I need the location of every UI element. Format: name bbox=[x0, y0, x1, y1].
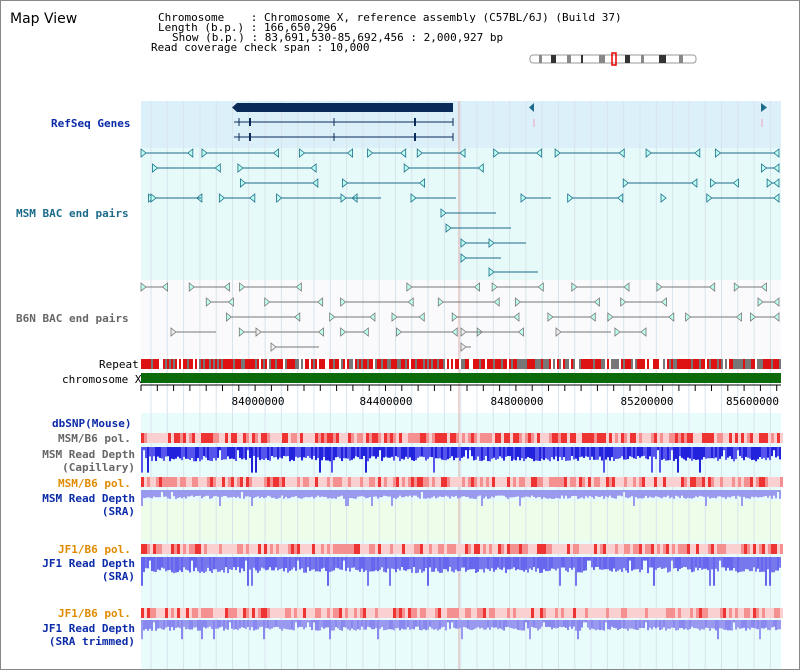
page-title: Map View bbox=[10, 11, 78, 27]
track-label-msm-depth-sra[interactable]: MSM Read Depth bbox=[42, 492, 135, 505]
track-label-jf1-b6-pol[interactable]: JF1/B6 pol. bbox=[58, 543, 131, 556]
track-label-jf1-depth-trimmed[interactable]: JF1 Read Depth bbox=[42, 622, 135, 635]
track-label-b6n-bac[interactable]: B6N BAC end pairs bbox=[16, 312, 129, 325]
length-info-line: Length (b.p.) : 166,650,296 bbox=[158, 21, 337, 34]
track-label-msm-depth-capillary[interactable]: MSM Read Depth bbox=[42, 448, 135, 461]
track-label-jf1-b6-pol-trimmed[interactable]: JF1/B6 pol. bbox=[58, 607, 131, 620]
track-label-msm-depth-capillary-sub: (Capillary) bbox=[62, 461, 135, 474]
track-label-msm-bac[interactable]: MSM BAC end pairs bbox=[16, 207, 129, 220]
track-label-refseq-genes[interactable]: RefSeq Genes bbox=[51, 117, 131, 130]
axis-tick-label: 84800000 bbox=[491, 395, 544, 408]
track-label-msm-b6-pol-sra[interactable]: MSM/B6 pol. bbox=[58, 477, 131, 490]
track-label-msm-b6-pol[interactable]: MSM/B6 pol. bbox=[58, 432, 131, 445]
track-label-jf1-depth-trimmed-sub: (SRA trimmed) bbox=[48, 635, 135, 648]
axis-tick-label: 85200000 bbox=[621, 395, 674, 408]
ideogram-position-marker bbox=[611, 52, 617, 66]
track-label-jf1-depth-sub: (SRA) bbox=[101, 570, 135, 583]
track-label-chromosome[interactable]: chromosome X bbox=[62, 373, 142, 386]
chromosome-ideogram[interactable] bbox=[529, 52, 699, 66]
track-label-msm-depth-sra-sub: (SRA) bbox=[101, 505, 135, 518]
chromosome-info-line: Chromosome : Chromosome X, reference ass… bbox=[158, 11, 622, 24]
axis-tick-label: 84400000 bbox=[360, 395, 413, 408]
axis-tick-label: 84000000 bbox=[232, 395, 285, 408]
chromosome-bar bbox=[141, 373, 781, 383]
track-label-repeat[interactable]: Repeat bbox=[99, 358, 139, 371]
track-label-jf1-depth[interactable]: JF1 Read Depth bbox=[42, 557, 135, 570]
show-range-info-line: Show (b.p.) : 83,691,530-85,692,456 : 2,… bbox=[172, 31, 504, 44]
gene-block[interactable] bbox=[237, 103, 453, 112]
track-label-dbsnp[interactable]: dbSNP(Mouse) bbox=[52, 417, 132, 430]
axis-tick-label: 85600000 bbox=[726, 395, 779, 408]
coverage-span-info-line: Read coverage check span : 10,000 bbox=[151, 41, 370, 54]
